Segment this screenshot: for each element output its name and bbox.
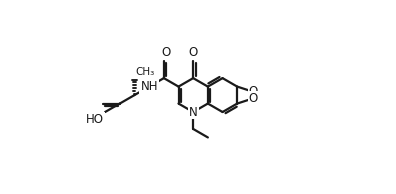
Text: O: O bbox=[249, 85, 258, 98]
Text: CH₃: CH₃ bbox=[135, 67, 155, 77]
Text: NH: NH bbox=[141, 80, 158, 93]
Text: HO: HO bbox=[86, 113, 104, 126]
Text: O: O bbox=[188, 46, 198, 59]
Text: N: N bbox=[189, 106, 198, 119]
Text: O: O bbox=[249, 92, 258, 105]
Text: O: O bbox=[162, 46, 171, 59]
